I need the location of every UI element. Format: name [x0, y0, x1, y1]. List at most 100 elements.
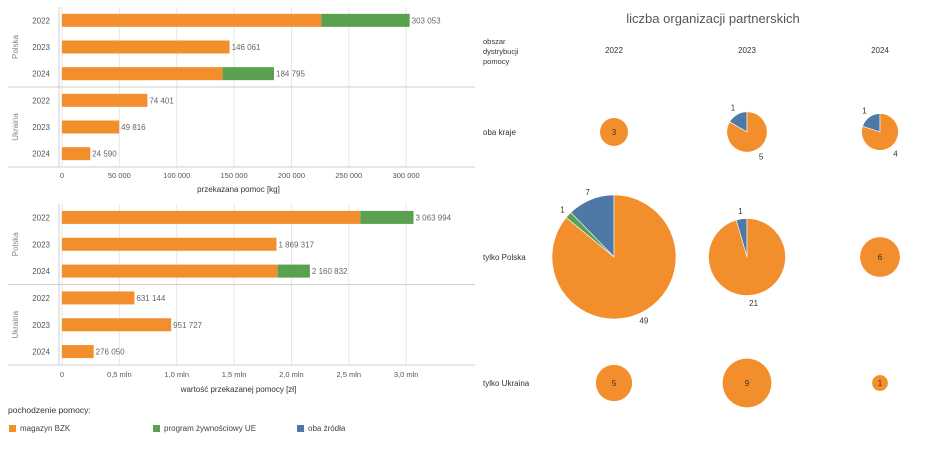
pie-oba-kraje-2022-slice — [599, 117, 629, 147]
bar-value-label-weight: 184 795 — [276, 70, 305, 79]
year-label-weight: 2024 — [32, 70, 50, 79]
pie-tylko-Ukraina-2024-label: 1 — [878, 379, 883, 388]
legend-label-program: program żywnościowy UE — [164, 424, 257, 433]
x-tick-label-weight: 100 000 — [163, 171, 190, 180]
legend-swatch-magazyn — [9, 425, 16, 432]
pie-tylko-Polska-2023-label: 1 — [738, 207, 743, 216]
bar-value-label-weight: 303 053 — [412, 16, 441, 25]
pie-tylko-Polska-2022-label: 49 — [639, 316, 648, 325]
bar-value-label-weight: 49 816 — [121, 123, 146, 132]
pie-tylko-Polska-2023-label: 21 — [749, 299, 758, 308]
pie-tylko-Polska-2024-slice — [859, 236, 901, 278]
bar-magazyn-weight — [62, 120, 120, 134]
pie-tylko-Polska-2022-label: 7 — [585, 188, 590, 197]
pie-oba-kraje-2024-label: 4 — [893, 149, 898, 158]
bar-value-label-weight: 24 590 — [92, 150, 117, 159]
x-tick-label-weight: 50 000 — [108, 171, 131, 180]
x-tick-label-value: 1,0 mln — [164, 370, 189, 379]
bar-program-value — [277, 264, 310, 278]
bar-value-label-weight: 74 401 — [149, 96, 174, 105]
x-tick-label-weight: 150 000 — [221, 171, 248, 180]
bar-program-value — [360, 210, 414, 224]
bar-value-label-value: 1 869 317 — [278, 240, 314, 249]
year-label-weight: 2022 — [32, 16, 50, 25]
bar-magazyn-value — [62, 318, 172, 332]
bar-magazyn-weight — [62, 40, 230, 54]
legend-label-oba: oba źródła — [308, 424, 346, 433]
year-label-value: 2023 — [32, 321, 50, 330]
bar-value-label-value: 276 050 — [96, 348, 125, 357]
column-header-year: 2023 — [738, 46, 756, 55]
bar-value-label-value: 631 144 — [136, 294, 165, 303]
group-label-weight: Polska — [11, 34, 20, 59]
bar-value-label-value: 3 063 994 — [416, 213, 452, 222]
x-tick-label-weight: 250 000 — [335, 171, 362, 180]
row-header-label: pomocy — [483, 57, 510, 66]
group-label-value: Ukraina — [11, 310, 20, 338]
row-label-area: oba kraje — [483, 128, 516, 137]
x-tick-label-value: 0,5 mln — [107, 370, 132, 379]
x-axis-title-weight: przekazana pomoc [kg] — [197, 185, 280, 194]
bar-magazyn-weight — [62, 67, 223, 81]
group-label-value: Polska — [11, 232, 20, 257]
year-label-value: 2024 — [32, 267, 50, 276]
year-label-weight: 2023 — [32, 43, 50, 52]
year-label-value: 2024 — [32, 348, 50, 357]
bar-magazyn-value — [62, 210, 361, 224]
pie-oba-kraje-2024-label: 1 — [862, 107, 867, 116]
legend-title: pochodzenie pomocy: — [8, 405, 91, 415]
x-tick-label-value: 2,0 mln — [279, 370, 304, 379]
pie-tylko-Polska-2022-slice — [551, 194, 677, 320]
bar-value-label-value: 2 160 832 — [312, 267, 348, 276]
pie-oba-kraje-2022-label: 3 — [612, 128, 617, 137]
pie-tylko-Ukraina-2022-label: 5 — [612, 379, 617, 388]
x-tick-label-value: 1,5 mln — [222, 370, 247, 379]
x-tick-label-value: 0 — [60, 370, 64, 379]
bar-magazyn-value — [62, 291, 135, 305]
row-header-label: obszar — [483, 37, 506, 46]
x-tick-label-weight: 0 — [60, 171, 64, 180]
bar-value-label-value: 951 727 — [173, 321, 202, 330]
bar-program-weight — [222, 67, 275, 81]
pie-oba-kraje-2024-slice — [861, 113, 899, 151]
x-axis-title-value: wartość przekazanej pomocy [zł] — [180, 385, 297, 394]
row-label-area: tylko Ukraina — [483, 379, 530, 388]
column-header-year: 2022 — [605, 46, 623, 55]
pie-oba-kraje-2023-label: 1 — [731, 104, 736, 113]
pie-oba-kraje-2023-slice — [726, 111, 768, 153]
pie-tylko-Ukraina-2024-slice — [871, 374, 889, 392]
pie-tylko-Polska-2024-label: 6 — [878, 253, 883, 262]
pie-tylko-Ukraina-2023-slice — [722, 358, 772, 408]
year-label-value: 2022 — [32, 213, 50, 222]
bar-magazyn-value — [62, 264, 278, 278]
row-label-area: tylko Polska — [483, 253, 526, 262]
pie-tylko-Polska-2023-slice — [708, 218, 786, 296]
bar-magazyn-value — [62, 345, 94, 359]
legend-swatch-program — [153, 425, 160, 432]
pie-oba-kraje-2023-label: 5 — [759, 152, 764, 161]
x-tick-label-value: 2,5 mln — [337, 370, 362, 379]
chart-title-pies: liczba organizacji partnerskich — [626, 11, 799, 26]
pie-tylko-Polska-2022-label: 1 — [560, 206, 565, 215]
year-label-weight: 2023 — [32, 123, 50, 132]
year-label-value: 2023 — [32, 240, 50, 249]
legend-swatch-oba — [297, 425, 304, 432]
bar-magazyn-weight — [62, 93, 148, 107]
x-tick-label-weight: 300 000 — [393, 171, 420, 180]
group-label-weight: Ukraina — [11, 113, 20, 141]
pie-tylko-Ukraina-2023-label: 9 — [745, 379, 750, 388]
legend-label-magazyn: magazyn BZK — [20, 424, 71, 433]
pie-tylko-Ukraina-2022-slice — [595, 364, 633, 402]
bar-value-label-weight: 146 061 — [232, 43, 261, 52]
row-header-label: dystrybucji — [483, 47, 519, 56]
x-tick-label-value: 3,0 mln — [394, 370, 419, 379]
bar-magazyn-weight — [62, 147, 91, 161]
x-tick-label-weight: 200 000 — [278, 171, 305, 180]
bar-magazyn-value — [62, 237, 277, 251]
bar-magazyn-weight — [62, 13, 322, 27]
year-label-value: 2022 — [32, 294, 50, 303]
bar-program-weight — [321, 13, 410, 27]
year-label-weight: 2024 — [32, 150, 50, 159]
column-header-year: 2024 — [871, 46, 889, 55]
